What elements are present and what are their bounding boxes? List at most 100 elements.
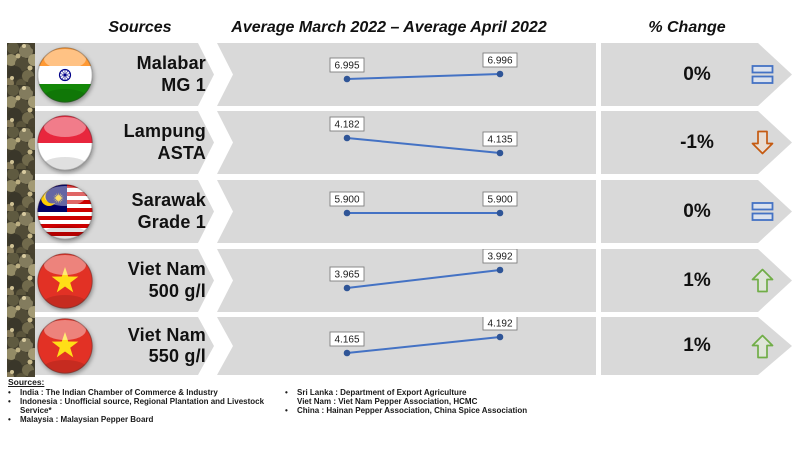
pct-change-band: 1% <box>601 317 792 375</box>
pct-change-band: 0% <box>601 43 792 106</box>
data-point-marker <box>343 134 351 142</box>
source-list-text: Indonesia : Unofficial source, Regional … <box>20 397 265 415</box>
price-row: Viet Nam 550 g/l 4.165 4.192 1% <box>0 317 800 375</box>
source-name-line2: 500 g/l <box>148 280 206 301</box>
data-label-value: 4.182 <box>334 120 359 131</box>
sources-label: Sources: <box>8 377 45 387</box>
bullet-icon: • <box>8 397 11 406</box>
trend-icon-slot <box>749 249 775 312</box>
price-trend-band: 5.900 5.900 <box>217 180 596 243</box>
data-label-value: 6.995 <box>334 61 359 72</box>
pct-change-value: 1% <box>683 269 711 291</box>
data-label-value: 6.996 <box>487 56 512 67</box>
header-pct-change: % Change <box>648 19 726 36</box>
source-list-text: Malaysia : Malaysian Pepper Board <box>20 415 154 424</box>
pct-change-band: 0% <box>601 180 792 243</box>
data-label-value: 4.192 <box>487 319 512 330</box>
source-name-line2: 550 g/l <box>148 346 206 366</box>
pct-change-band: -1% <box>601 111 792 174</box>
trend-icon-slot <box>749 317 775 375</box>
source-list-text: China : Hainan Pepper Association, China… <box>297 406 528 415</box>
price-row: Sarawak Grade 1 5.900 5.900 0% <box>0 180 800 243</box>
price-row: Viet Nam 500 g/l 3.965 3.992 1% <box>0 249 800 312</box>
data-point-marker <box>496 333 504 341</box>
source-list-text: Viet Nam : Viet Nam Pepper Association, … <box>297 397 478 406</box>
price-trend-chart: 6.995 6.996 <box>329 52 518 83</box>
equals-icon <box>751 64 774 85</box>
pct-change-value: 1% <box>683 335 711 356</box>
source-name-line1: Lampung <box>123 121 206 142</box>
price-trend-chart: 4.182 4.135 <box>329 116 518 157</box>
data-point-marker <box>343 209 351 217</box>
price-trend-band: 4.182 4.135 <box>217 111 596 174</box>
source-list-item: • Sri Lanka : Department of Export Agricu… <box>285 388 530 397</box>
header-average-range: Average March 2022 – Average April 2022 <box>231 19 547 36</box>
vietnam-flag <box>37 318 93 374</box>
peppercorn-photo-strip <box>7 43 35 377</box>
price-trend-chart: 4.165 4.192 <box>329 317 518 357</box>
source-name-line1: Sarawak <box>131 190 206 211</box>
source-list-text: Sri Lanka : Department of Export Agricul… <box>297 388 467 397</box>
source-name-line2: MG 1 <box>161 74 206 95</box>
trend-icon-slot <box>749 180 775 243</box>
up-arrow-icon <box>751 334 774 359</box>
pct-change-value: 0% <box>683 63 711 85</box>
data-point-marker <box>343 284 351 292</box>
trend-icon-slot <box>749 111 775 174</box>
data-label-box <box>329 57 365 73</box>
data-point-marker <box>496 70 504 78</box>
bullet-icon <box>285 397 297 406</box>
data-label-box <box>482 191 518 207</box>
source-list-item: • Indonesia : Unofficial source, Regional… <box>8 397 283 415</box>
price-trend-band: 4.165 4.192 <box>217 317 596 375</box>
data-label-value: 5.900 <box>487 195 512 206</box>
trend-icon-slot <box>749 43 775 106</box>
data-point-marker <box>343 349 351 357</box>
price-trend-band: 6.995 6.996 <box>217 43 596 106</box>
data-label-box <box>329 331 365 347</box>
data-label-value: 5.900 <box>334 195 359 206</box>
data-label-box <box>329 116 365 132</box>
equals-icon <box>751 201 774 222</box>
header-sources: Sources <box>108 19 172 36</box>
pct-change-band: 1% <box>601 249 792 312</box>
data-point-marker <box>343 75 351 83</box>
source-name-line1: Malabar <box>136 53 206 74</box>
source-name-line2: Grade 1 <box>137 211 206 232</box>
price-trend-chart: 5.900 5.900 <box>329 191 518 217</box>
data-label-box <box>482 317 518 331</box>
bullet-icon: • <box>285 388 288 397</box>
bullet-icon: • <box>8 415 11 424</box>
data-label-box <box>482 131 518 147</box>
source-list-text: India : The Indian Chamber of Commerce &… <box>20 388 218 397</box>
data-label-value: 4.135 <box>487 135 512 146</box>
up-arrow-icon <box>751 268 774 293</box>
pct-change-value: -1% <box>680 131 714 153</box>
source-name-line2: ASTA <box>157 142 206 163</box>
data-point-marker <box>496 266 504 274</box>
price-trend-band: 3.965 3.992 <box>217 249 596 312</box>
data-label-value: 3.965 <box>334 270 359 281</box>
down-arrow-icon <box>751 130 774 155</box>
pct-change-value: 0% <box>683 200 711 222</box>
sources-list-right: • Sri Lanka : Department of Export Agricu… <box>285 388 530 415</box>
price-row: Lampung ASTA 4.182 4.135 -1% <box>0 111 800 174</box>
indonesia-flag <box>37 114 93 171</box>
india-flag <box>37 46 93 103</box>
vietnam-flag <box>37 252 93 309</box>
price-row: Malabar MG 1 6.995 6.996 0% <box>0 43 800 106</box>
data-label-value: 4.165 <box>334 335 359 346</box>
sources-list-left: • India : The Indian Chamber of Commerce … <box>8 388 283 424</box>
malaysia-flag <box>37 183 93 240</box>
source-list-item: Viet Nam : Viet Nam Pepper Association, … <box>285 397 530 406</box>
source-name-line1: Viet Nam <box>127 324 206 345</box>
source-list-item: • Malaysia : Malaysian Pepper Board <box>8 415 283 424</box>
data-label-box <box>329 266 365 282</box>
peppercorn-texture <box>7 43 35 377</box>
data-point-marker <box>496 209 504 217</box>
source-list-item: • China : Hainan Pepper Association, Chin… <box>285 406 530 415</box>
bullet-icon: • <box>8 388 11 397</box>
data-label-value: 3.992 <box>487 252 512 263</box>
price-trend-chart: 3.965 3.992 <box>329 249 518 292</box>
